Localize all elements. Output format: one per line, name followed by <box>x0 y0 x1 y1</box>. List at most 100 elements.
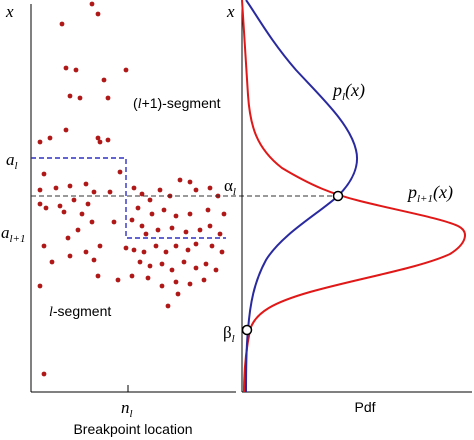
beta-marker <box>241 324 253 336</box>
beta-label: βl <box>223 323 235 345</box>
scatter-point <box>131 185 137 191</box>
scatter-point <box>43 205 49 211</box>
scatter-point <box>165 303 171 309</box>
scatter-point <box>131 247 137 253</box>
alpha-label: αl <box>224 176 236 198</box>
scatter-point <box>155 227 161 233</box>
scatter-point <box>65 235 71 241</box>
scatter-point <box>217 231 223 237</box>
right-panel: x pl(x) pl+1(x) αl βl Pdf <box>223 0 472 415</box>
scatter-point <box>95 135 101 141</box>
scatter-point <box>187 281 193 287</box>
scatter-point <box>67 253 73 259</box>
scatter-point <box>89 1 95 7</box>
scatter-point <box>209 243 215 249</box>
scatter-point <box>145 275 151 281</box>
scatter-point <box>149 211 155 217</box>
scatter-point <box>57 203 63 209</box>
scatter-point <box>147 197 153 203</box>
scatter-point <box>187 211 193 217</box>
scatter-point <box>63 127 69 133</box>
scatter-point <box>85 201 91 207</box>
scatter-point <box>169 225 175 231</box>
scatter-point <box>185 247 191 253</box>
scatter-point <box>83 249 89 255</box>
scatter-point <box>157 187 163 193</box>
left-y-axis-var: x <box>5 2 14 21</box>
scatter-point <box>163 249 169 255</box>
scatter-point <box>77 95 83 101</box>
scatter-point <box>89 219 95 225</box>
scatter-point <box>153 243 159 249</box>
scatter-point <box>173 279 179 285</box>
scatter-point <box>197 227 203 233</box>
scatter-point <box>105 95 111 101</box>
upper-segment-label: (l+1)-segment <box>133 95 221 112</box>
scatter-point <box>111 219 117 225</box>
breakpoint-step-line <box>31 157 226 239</box>
scatter-point <box>49 259 55 265</box>
scatter-point <box>219 249 225 255</box>
scatter-point <box>37 201 43 207</box>
scatter-point <box>137 259 143 265</box>
scatter-point <box>147 263 153 269</box>
scatter-point <box>61 209 67 215</box>
scatter-point <box>41 243 47 249</box>
scatter-point <box>181 259 187 265</box>
scatter-point <box>159 261 165 267</box>
breakpoint-tick-label: nl <box>121 398 133 420</box>
scatter-point <box>173 243 179 249</box>
scatter-point <box>37 283 43 289</box>
scatter-point <box>105 137 111 143</box>
scatter-point <box>95 11 101 17</box>
scatter-point <box>63 65 69 71</box>
scatter-point <box>169 267 175 273</box>
alpha-intersection-marker <box>332 190 344 202</box>
pdf-l1-curve <box>241 0 466 393</box>
scatter-point <box>175 291 181 297</box>
scatter-point <box>47 135 53 141</box>
scatter-point <box>37 139 43 145</box>
scatter-point <box>37 187 43 193</box>
scatter-point <box>91 257 97 263</box>
scatter-point <box>91 189 97 195</box>
scatter-point <box>115 277 121 283</box>
level-a-l1-label: al+1 <box>1 223 25 245</box>
left-x-axis-label: Breakpoint location <box>73 421 192 437</box>
scatter-point <box>187 179 193 185</box>
scatter-point <box>129 273 135 279</box>
scatter-point <box>221 211 227 217</box>
scatter-point <box>97 139 103 145</box>
scatter-point <box>41 171 47 177</box>
scatter-point <box>193 187 199 193</box>
pdf-l1-label: pl+1(x) <box>406 182 453 205</box>
scatter-point <box>207 223 213 229</box>
scatter-point <box>59 21 65 27</box>
scatter-point <box>135 205 141 211</box>
scatter-point <box>101 77 107 83</box>
scatter-point <box>201 277 207 283</box>
scatter-point <box>213 267 219 273</box>
scatter-points <box>37 1 227 377</box>
scatter-point <box>173 213 179 219</box>
lower-segment-label: l-segment <box>49 303 111 320</box>
level-a-l-label: al <box>6 150 18 172</box>
scatter-point <box>141 249 147 255</box>
scatter-point <box>139 191 145 197</box>
scatter-point <box>177 177 183 183</box>
scatter-point <box>53 185 59 191</box>
scatter-point <box>183 229 189 235</box>
scatter-point <box>143 231 149 237</box>
scatter-point <box>193 265 199 271</box>
scatter-point <box>193 241 199 247</box>
scatter-point <box>203 261 209 267</box>
pdf-l-label: pl(x) <box>331 80 365 103</box>
scatter-point <box>123 67 129 73</box>
scatter-point <box>79 211 85 217</box>
scatter-point <box>161 207 167 213</box>
scatter-point <box>207 185 213 191</box>
scatter-point <box>129 217 135 223</box>
scatter-point <box>117 169 123 175</box>
scatter-point <box>71 197 77 203</box>
